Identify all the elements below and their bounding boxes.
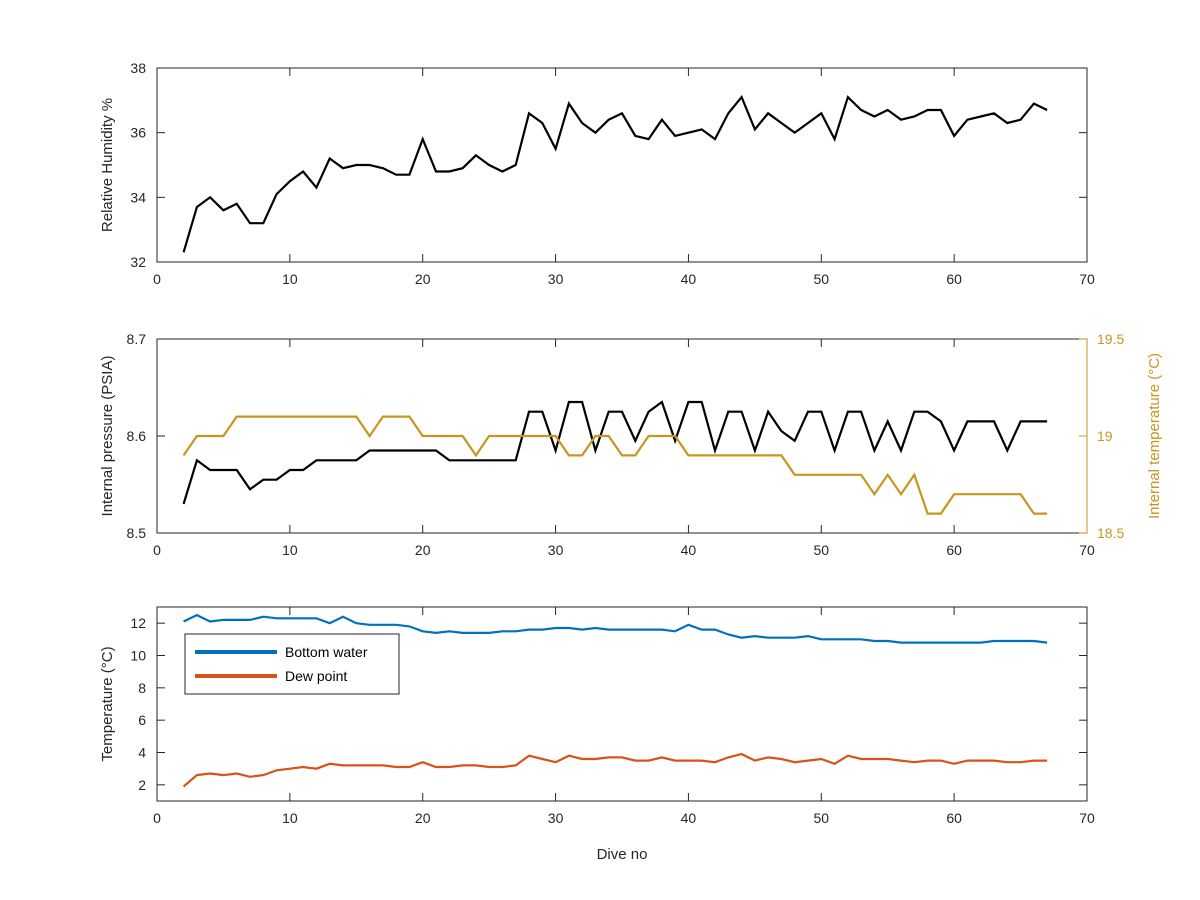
internal-temperature-line — [182, 415, 1048, 515]
temperature-panel: 0 10 20 30 40 50 60 70 2 4 6 8 10 12 Temperature (°C) D… — [99, 606, 1095, 863]
y-right-tick-label: 19.5 — [1097, 331, 1124, 347]
x-tick-label: 30 — [548, 810, 564, 826]
x-axis-label: Dive no — [597, 846, 648, 863]
y-axis-label: Relative Humidity % — [99, 98, 116, 232]
y-tick-label: 10 — [130, 648, 146, 664]
y-tick-label: 38 — [130, 60, 146, 76]
x-tick-label: 70 — [1079, 271, 1095, 287]
y-tick-label: 8.5 — [127, 525, 147, 541]
x-tick-label: 20 — [415, 542, 431, 558]
x-tick-label: 10 — [282, 810, 298, 826]
y-right-tick-label: 18.5 — [1097, 525, 1124, 541]
x-tick-label: 60 — [946, 271, 962, 287]
y-tick-label: 8.6 — [127, 428, 147, 444]
x-tick-label: 70 — [1079, 542, 1095, 558]
y-right-tick-label: 19 — [1097, 428, 1113, 444]
x-tick-label: 40 — [681, 271, 697, 287]
y-tick-label: 4 — [138, 745, 146, 761]
y-axis-label: Internal pressure (PSIA) — [99, 356, 116, 517]
x-tick-label: 50 — [813, 542, 829, 558]
x-tick-label: 50 — [813, 271, 829, 287]
x-tick-label: 10 — [282, 542, 298, 558]
x-tick-label: 0 — [153, 810, 161, 826]
x-tick-label: 20 — [415, 271, 431, 287]
y-right-axis-label: Internal temperature (°C) — [1146, 353, 1163, 519]
plot-frame — [156, 67, 1088, 263]
y-tick-label: 2 — [138, 777, 146, 793]
x-tick-label: 40 — [681, 542, 697, 558]
y-tick-label: 8.7 — [127, 331, 147, 347]
x-tick-label: 20 — [415, 810, 431, 826]
dew-point-line — [182, 752, 1048, 788]
x-tick-label: 30 — [548, 542, 564, 558]
y-tick-label: 6 — [138, 712, 146, 728]
legend-box — [184, 633, 400, 695]
x-tick-label: 40 — [681, 810, 697, 826]
y-tick-label: 32 — [130, 254, 146, 270]
y-tick-label: 34 — [130, 189, 146, 205]
x-tick-label: 0 — [153, 542, 161, 558]
legend: Bottom water Dew point — [184, 633, 400, 695]
internal-pressure-line — [182, 400, 1048, 505]
x-tick-label: 50 — [813, 810, 829, 826]
y-tick-label: 36 — [130, 125, 146, 141]
x-tick-label: 30 — [548, 271, 564, 287]
x-tick-label: 60 — [946, 542, 962, 558]
plot-frame — [156, 606, 1088, 802]
x-tick-label: 0 — [153, 271, 161, 287]
pressure-temperature-panel: 0 10 20 30 40 50 60 70 8.5 8.6 8.7 18.5 19 19.5 Intern… — [99, 331, 1163, 558]
humidity-line — [182, 94, 1048, 253]
x-tick-label: 60 — [946, 810, 962, 826]
x-tick-label: 10 — [282, 271, 298, 287]
x-tick-label: 70 — [1079, 810, 1095, 826]
y-tick-label: 12 — [130, 615, 146, 631]
legend-label: Bottom water — [285, 644, 368, 660]
y-axis-label: Temperature (°C) — [99, 646, 116, 761]
bottom-water-line — [183, 613, 1048, 644]
legend-label: Dew point — [285, 668, 347, 684]
y-tick-label: 8 — [138, 680, 146, 696]
humidity-panel: 0 10 20 30 40 50 60 70 32 34 36 38 Relative Humidity… — [99, 60, 1095, 287]
